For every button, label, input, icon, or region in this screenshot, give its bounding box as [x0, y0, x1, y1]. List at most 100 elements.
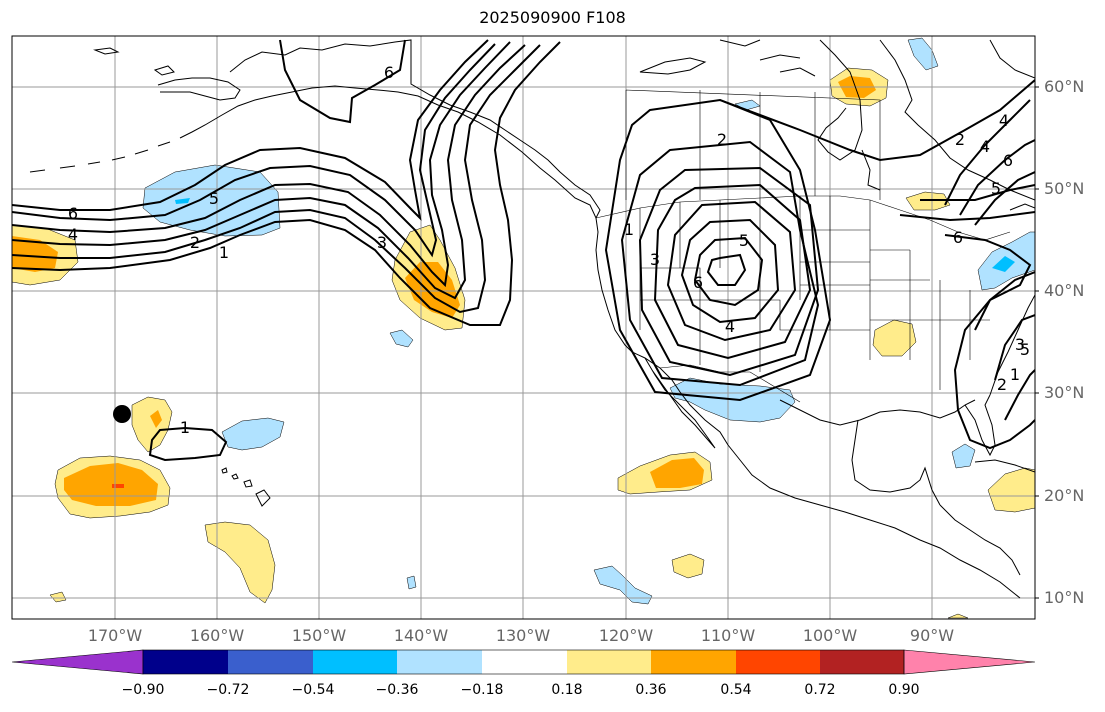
axis-ticks	[1035, 86, 1039, 599]
contour-low-8	[604, 98, 832, 402]
shade-positive-caribbean	[987, 467, 1035, 513]
colorbar-extend-high	[903, 649, 1036, 675]
coast-hawaii-kauai	[221, 467, 228, 474]
colorbar-tick-label: 0.72	[804, 682, 836, 698]
contour-low-4	[666, 200, 797, 342]
colorbar-bin	[482, 650, 567, 674]
shade-negative-tiny-1	[406, 575, 417, 590]
contour-label: 6	[1003, 151, 1013, 170]
coast-hawaii-oahu	[231, 473, 239, 480]
border-states-1	[639, 196, 871, 372]
shade-positive-south-hawaii	[204, 521, 276, 604]
coast-alaska-west	[157, 77, 241, 101]
coast-hudson-bay	[817, 39, 881, 191]
colorbar-extend-low	[11, 649, 144, 675]
lon-label-90w: 90°W	[909, 626, 955, 645]
coast-cuba	[974, 459, 1035, 473]
contour-label: 6	[953, 228, 963, 247]
contour-low-6	[638, 166, 820, 377]
colorbar-bin	[228, 650, 313, 674]
coast-baja	[644, 357, 716, 449]
contour-east-1	[944, 99, 1031, 206]
colorbar-bin	[651, 650, 736, 674]
contour-label: 2	[955, 130, 965, 149]
colorbar-tick-label: 0.36	[635, 682, 667, 698]
colorbar	[11, 649, 1036, 675]
shade-negative-north-pacific	[142, 164, 281, 237]
contour-west-2	[12, 44, 541, 314]
coast-labrador	[879, 39, 1035, 201]
contour-labels: 6 4 2 1 5 3 6 2 1 3 5 6 4 1 2 4 6 5 5 3 …	[68, 63, 1030, 437]
contour-label: 1	[1010, 365, 1020, 384]
coast-gulf-mexico	[779, 399, 976, 506]
shade-negative-gulf-small	[951, 443, 976, 469]
colorbar-tick-label: 0.18	[551, 682, 583, 698]
contour-label: 6	[68, 204, 78, 223]
contour-label: 6	[693, 273, 703, 292]
contour-east-2	[959, 139, 1035, 216]
shade-positive-hawaii-north	[131, 396, 173, 453]
lon-label-170w: 170°W	[87, 626, 143, 645]
lat-label-60: 60°N	[1044, 77, 1085, 96]
coast-florida	[964, 394, 996, 457]
contour-label: 1	[180, 418, 190, 437]
colorbar-outline	[142, 649, 905, 675]
contour-label: 5	[991, 179, 1001, 198]
coast-mexico-west	[727, 444, 1021, 599]
shade-positive-hawaii-main-peak	[112, 484, 124, 488]
shade-negative-northeast-core	[992, 256, 1015, 272]
contour-label: 2	[997, 375, 1007, 394]
contour-label: 4	[68, 225, 78, 244]
contour-west-3	[12, 44, 526, 300]
colorbar-bin	[143, 650, 228, 674]
graticule	[12, 36, 1035, 619]
colorbar-tick-label: −0.54	[291, 682, 335, 698]
contour-label: 4	[980, 137, 990, 156]
colorbar-bin	[313, 650, 397, 674]
shade-positive-bottom-right	[947, 613, 969, 619]
contour-low-1	[706, 253, 747, 286]
coast-nunivak	[153, 65, 175, 76]
lat-label-20: 20°N	[1044, 486, 1085, 505]
coast-canada-arctic	[639, 39, 816, 77]
border-states-2	[800, 229, 990, 390]
shade-negative-small-1	[389, 329, 414, 348]
contour-label: 3	[377, 233, 387, 252]
marker-dot	[113, 405, 131, 423]
colorbar-bin	[397, 650, 482, 674]
lon-label-140w: 140°W	[393, 626, 449, 645]
coast-central-america	[939, 504, 1021, 576]
contour-west-1	[12, 41, 561, 326]
shade-negative-south-pacific	[593, 565, 653, 605]
coast-greenland	[989, 39, 1035, 79]
contour-west-5	[12, 43, 496, 258]
contour-north-loop	[279, 39, 406, 124]
contour-low-5	[653, 183, 812, 360]
contour-label: 5	[1020, 340, 1030, 359]
contour-east-4	[920, 184, 1035, 201]
contour-label: 4	[999, 111, 1009, 130]
contour-label: 3	[1015, 335, 1025, 354]
shade-positive-hawaii-north-core	[150, 410, 162, 428]
contour-west-6	[12, 39, 489, 221]
contour-label: 4	[725, 317, 735, 336]
lat-label-30: 30°N	[1044, 383, 1085, 402]
shade-negative-greenland	[907, 37, 939, 71]
lat-label-10: 10°N	[1044, 588, 1085, 607]
contour-west-4	[12, 41, 511, 288]
contour-label: 6	[384, 63, 394, 82]
shade-positive-small-mexico	[671, 553, 705, 579]
contour-hawaii	[148, 426, 228, 462]
shade-positive-hawaii-main-core	[64, 463, 158, 506]
contours	[12, 39, 1035, 462]
map-title: 2025090900 F108	[479, 8, 626, 27]
colorbar-tick-label: −0.72	[206, 682, 250, 698]
colorbar-tick-label: −0.18	[460, 682, 504, 698]
contour-low-7	[620, 140, 820, 387]
shade-negative-north-pacific-core	[175, 198, 190, 204]
contour-east-5	[899, 211, 1035, 222]
coast-hawaii-big	[255, 489, 271, 507]
shade-positive-off-mexico-core	[650, 458, 704, 488]
contour-label: 5	[739, 231, 749, 250]
